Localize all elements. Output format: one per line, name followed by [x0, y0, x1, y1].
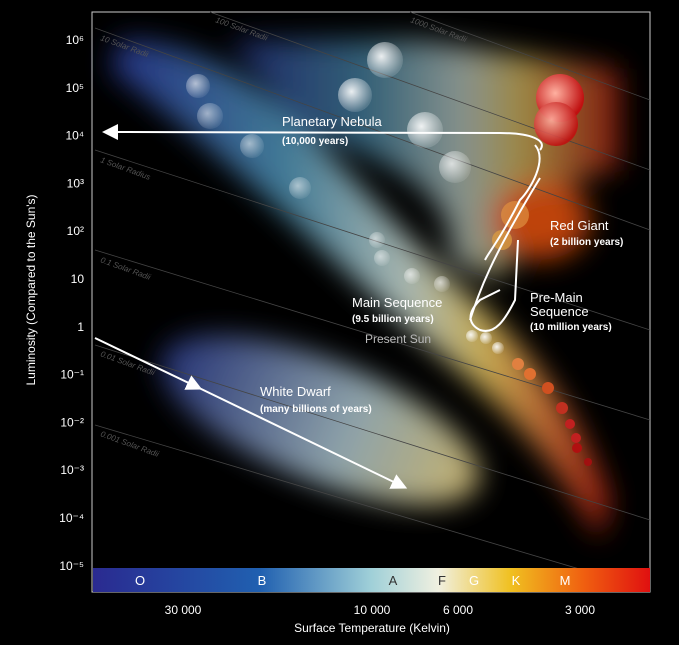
y-tick-label: 10⁻²: [60, 415, 84, 429]
x-tick-label: 3 000: [565, 603, 595, 617]
spectral-class: K: [512, 573, 521, 588]
y-tick-label: 10⁵: [66, 81, 84, 95]
annotation: Main Sequence: [352, 295, 442, 310]
spectral-class: O: [135, 573, 145, 588]
annotation: (10 million years): [530, 322, 612, 333]
y-tick-label: 10⁻⁴: [59, 511, 84, 525]
annotation: Sequence: [530, 304, 589, 319]
y-tick-label: 10⁴: [65, 129, 84, 143]
y-tick-label: 10³: [67, 176, 84, 190]
y-tick-label: 10⁶: [66, 33, 84, 47]
spectral-class: F: [438, 573, 446, 588]
x-tick-label: 30 000: [165, 603, 202, 617]
annotation: (many billions of years): [260, 404, 372, 415]
spectral-class: M: [560, 573, 571, 588]
y-tick-label: 10⁻⁵: [59, 559, 84, 573]
x-axis-title: Surface Temperature (Kelvin): [294, 621, 450, 635]
annotation: White Dwarf: [260, 384, 331, 399]
annotation: Red Giant: [550, 218, 609, 233]
x-tick-label: 10 000: [354, 603, 391, 617]
y-tick-label: 1: [77, 320, 84, 334]
annotation: (9.5 billion years): [352, 314, 434, 325]
spectral-class: G: [469, 573, 479, 588]
x-tick-label: 6 000: [443, 603, 473, 617]
y-axis-title: Luminosity (Compared to the Sun's): [24, 194, 38, 385]
y-tick-label: 10⁻³: [60, 463, 84, 477]
spectral-class: A: [389, 573, 398, 588]
annotation: Present Sun: [365, 332, 431, 346]
hr-diagram: 1000 Solar Radii100 Solar Radii10 Solar …: [0, 0, 679, 645]
spectral-class: B: [258, 573, 267, 588]
annotation: (10,000 years): [282, 136, 348, 147]
annotation: (2 billion years): [550, 237, 623, 248]
y-tick-label: 10⁻¹: [60, 368, 84, 382]
y-tick-label: 10: [71, 272, 85, 286]
annotation: Pre-Main: [530, 290, 583, 305]
y-tick-label: 10²: [67, 224, 84, 238]
annotation: Planetary Nebula: [282, 114, 382, 129]
